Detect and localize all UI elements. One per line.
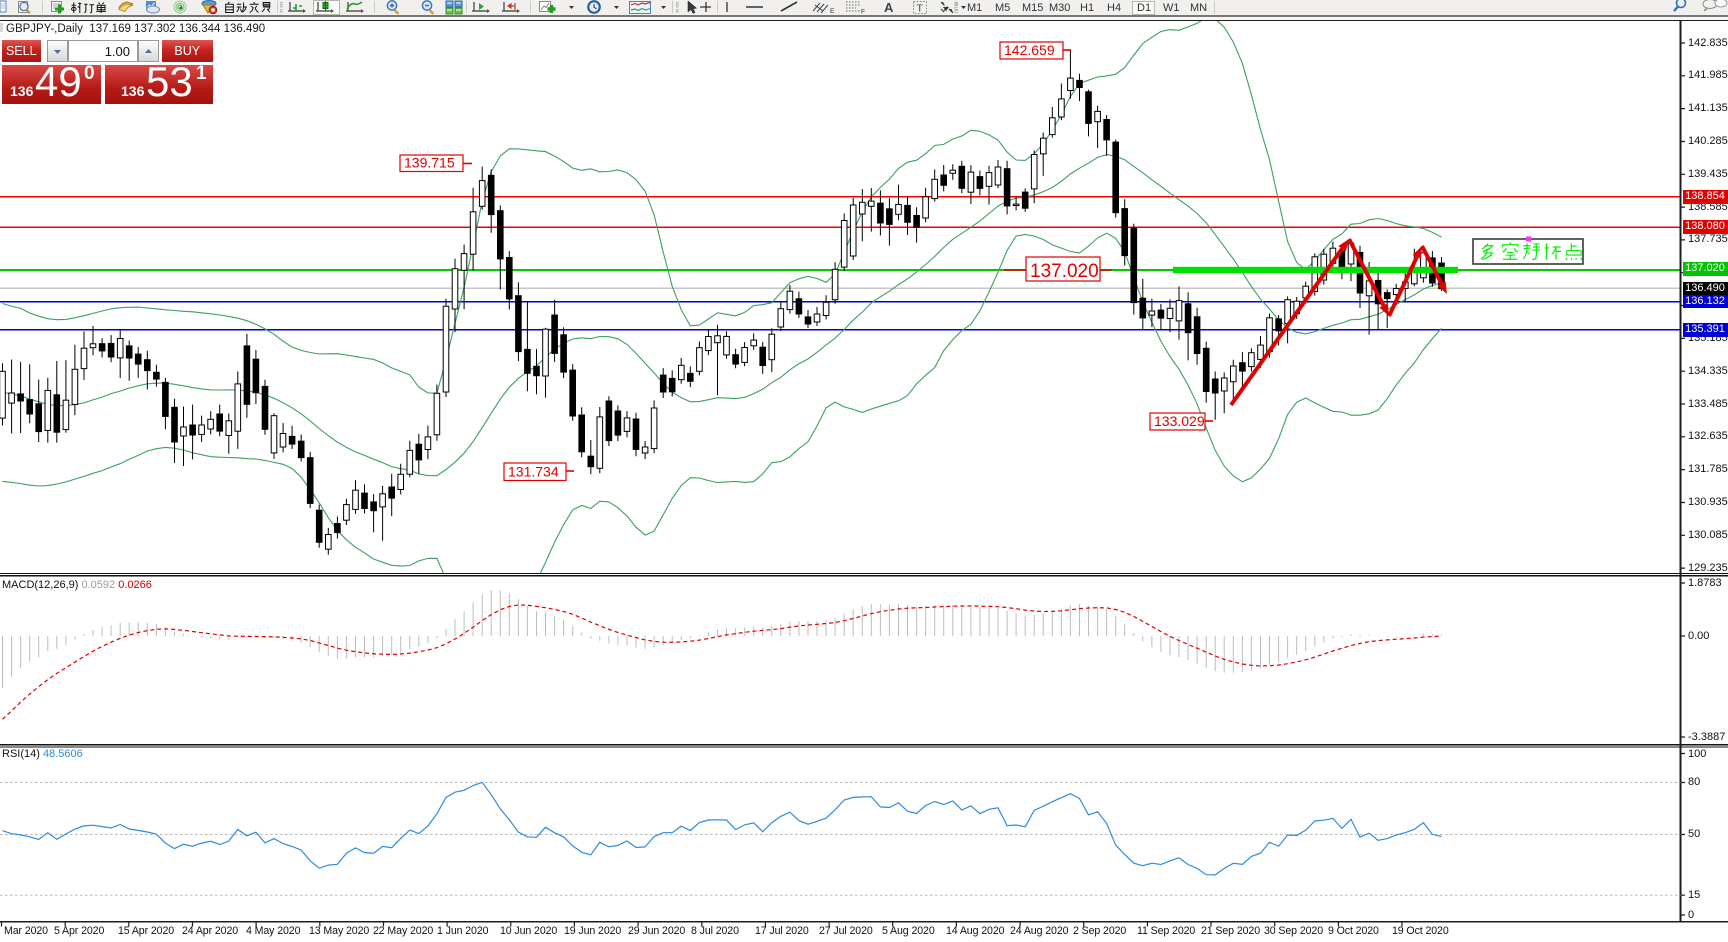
svg-text:133.029: 133.029: [1154, 413, 1205, 429]
svg-text:T: T: [917, 3, 924, 15]
svg-text:142.659: 142.659: [1004, 42, 1055, 58]
svg-text:A: A: [884, 0, 894, 15]
svg-text:E: E: [830, 8, 835, 15]
svg-text:131.734: 131.734: [508, 464, 559, 480]
svg-text:139.715: 139.715: [404, 155, 455, 171]
svg-text:137.020: 137.020: [1030, 261, 1099, 282]
svg-text:F: F: [861, 9, 865, 16]
